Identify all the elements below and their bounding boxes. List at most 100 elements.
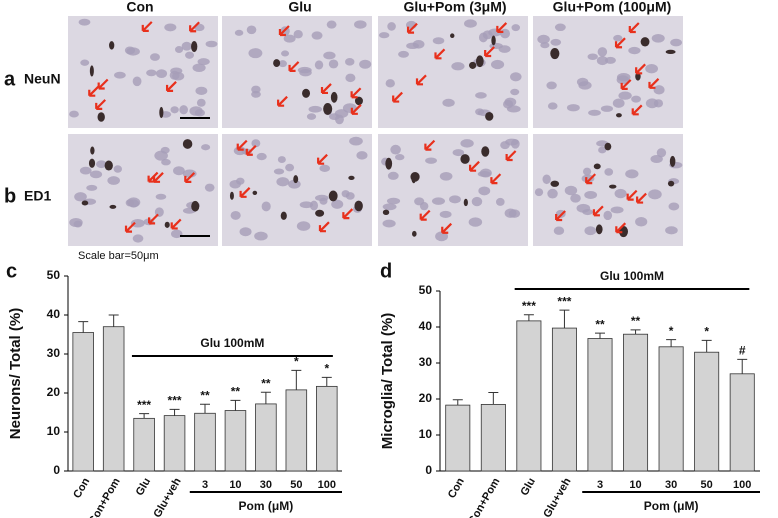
- cell: [554, 23, 566, 32]
- bar: [729, 373, 755, 472]
- cell: [600, 105, 613, 112]
- cell: [239, 227, 252, 237]
- significance: *: [704, 324, 709, 338]
- error-bar: [108, 314, 119, 327]
- cell: [79, 166, 92, 175]
- x-tick-label: 50: [290, 479, 302, 491]
- x-group-label: Pom (μM): [644, 499, 699, 513]
- cell: [278, 60, 287, 68]
- cell: [475, 92, 487, 99]
- bar: [255, 403, 277, 472]
- stained-cell: [348, 175, 355, 181]
- significance: **: [631, 314, 641, 328]
- x-tick-label: 3: [597, 479, 603, 491]
- panel-label: a: [4, 68, 16, 90]
- group-label: Glu 100mM: [200, 336, 264, 350]
- cell: [378, 32, 390, 39]
- stained-cell: [229, 191, 234, 200]
- panel-label: b: [4, 185, 16, 207]
- cell: [306, 113, 317, 120]
- bar: [623, 333, 649, 472]
- error-bar: [260, 391, 271, 404]
- bar: [587, 338, 613, 472]
- cell: [288, 179, 301, 189]
- error-bar: [595, 332, 605, 339]
- cell: [412, 40, 425, 49]
- cell: [613, 34, 623, 42]
- cell: [69, 110, 79, 118]
- arrow: [88, 85, 100, 97]
- arrow: [236, 139, 248, 151]
- cell: [326, 20, 337, 29]
- cell: [192, 63, 206, 73]
- cell: [124, 46, 136, 55]
- error-bar: [630, 329, 641, 335]
- cell: [603, 210, 613, 221]
- stained-cell: [476, 55, 484, 68]
- arrow: [342, 208, 354, 220]
- stained-cell: [609, 184, 617, 189]
- cell: [578, 81, 592, 90]
- stained-cell: [485, 111, 494, 121]
- cell: [276, 177, 290, 187]
- cell: [604, 168, 614, 176]
- cell: [435, 231, 449, 242]
- cell: [160, 146, 170, 154]
- y-tick-label: 40: [419, 319, 433, 333]
- cell: [251, 139, 261, 148]
- cell: [581, 174, 595, 183]
- cell: [179, 105, 189, 115]
- arrow: [505, 150, 517, 162]
- stained-cell: [97, 112, 105, 122]
- cell: [170, 67, 183, 75]
- arrow: [141, 21, 153, 32]
- stained-cell: [665, 49, 676, 55]
- stained-cell: [330, 91, 338, 103]
- arrow: [415, 74, 427, 86]
- cell: [628, 46, 641, 55]
- stained-cell: [159, 106, 164, 119]
- arrow: [424, 139, 436, 151]
- cell: [170, 106, 179, 114]
- cell: [385, 79, 395, 88]
- stained-cell: [293, 175, 299, 184]
- stained-cell: [450, 33, 455, 39]
- y-tick-label: 50: [47, 268, 61, 282]
- arrow: [350, 87, 362, 99]
- bar: [194, 412, 216, 472]
- cell: [439, 171, 453, 181]
- x-tick-label: 3: [202, 479, 208, 491]
- cell: [460, 139, 474, 148]
- cell: [256, 152, 267, 161]
- y-tick-label: 20: [419, 391, 433, 405]
- cell: [248, 48, 263, 59]
- x-tick-label: 10: [629, 479, 641, 491]
- error-bar: [737, 358, 748, 374]
- arrow: [350, 104, 362, 115]
- stained-cell: [410, 172, 420, 182]
- column-label: Glu+Pom (100μM): [553, 0, 672, 15]
- cell: [197, 58, 210, 66]
- cell: [618, 91, 632, 100]
- cell: [610, 206, 624, 214]
- cell: [464, 19, 477, 28]
- arrow: [628, 22, 640, 34]
- cell: [478, 186, 491, 196]
- bar: [102, 326, 125, 472]
- y-tick-label: 50: [419, 283, 433, 297]
- cell: [311, 31, 323, 40]
- cell: [107, 176, 120, 185]
- cell: [277, 156, 286, 163]
- cell: [80, 59, 90, 66]
- stained-cell: [252, 190, 258, 195]
- cell: [155, 193, 167, 200]
- cell: [500, 28, 511, 39]
- significance: *: [669, 324, 674, 338]
- cell: [542, 174, 551, 185]
- cell: [631, 95, 641, 103]
- cell: [114, 71, 126, 79]
- arrow: [318, 221, 330, 233]
- y-tick-label: 30: [47, 346, 61, 360]
- arrow: [124, 221, 136, 233]
